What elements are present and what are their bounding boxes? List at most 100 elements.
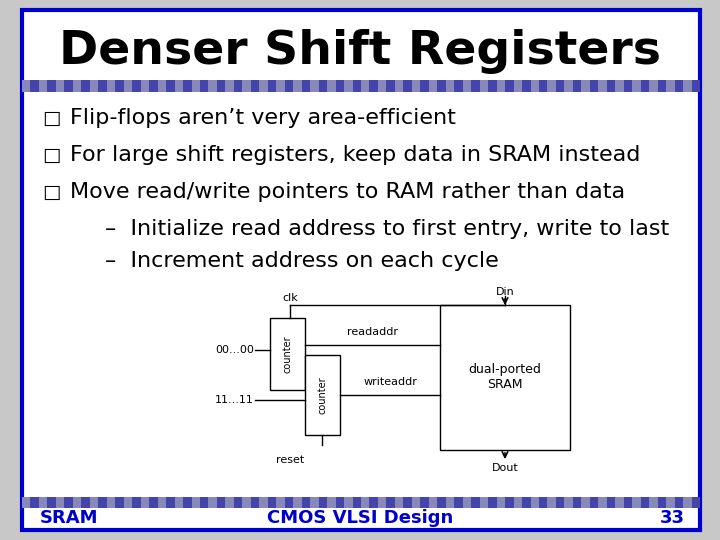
Bar	[590, 497, 598, 508]
Bar	[480, 80, 488, 92]
Bar	[293, 80, 302, 92]
Bar	[675, 497, 683, 508]
Bar	[107, 80, 115, 92]
Bar	[691, 497, 700, 508]
Bar	[268, 80, 276, 92]
Bar	[590, 80, 598, 92]
Bar	[488, 497, 497, 508]
Bar	[657, 497, 666, 508]
Bar	[48, 497, 56, 508]
Bar	[107, 497, 115, 508]
Bar	[437, 497, 446, 508]
Bar	[412, 80, 420, 92]
Bar	[632, 497, 641, 508]
Bar	[336, 497, 344, 508]
Bar	[564, 80, 573, 92]
Bar	[217, 80, 225, 92]
Text: writeaddr: writeaddr	[363, 377, 417, 387]
Text: CMOS VLSI Design: CMOS VLSI Design	[267, 509, 453, 527]
Bar	[641, 80, 649, 92]
Bar	[607, 497, 616, 508]
Bar	[251, 497, 259, 508]
Bar	[649, 497, 657, 508]
Bar	[158, 497, 166, 508]
Bar	[319, 497, 327, 508]
Bar	[48, 80, 56, 92]
Bar	[132, 80, 140, 92]
Bar	[310, 80, 319, 92]
Bar	[115, 80, 124, 92]
Bar	[192, 80, 200, 92]
Bar	[251, 80, 259, 92]
Bar	[547, 80, 556, 92]
Bar	[284, 497, 293, 508]
Bar	[513, 80, 522, 92]
Bar	[183, 497, 192, 508]
Bar	[149, 80, 158, 92]
Bar	[268, 497, 276, 508]
Text: □: □	[42, 145, 60, 165]
Bar	[649, 80, 657, 92]
Bar	[140, 80, 149, 92]
Bar	[81, 497, 90, 508]
Bar	[429, 80, 437, 92]
Bar	[683, 80, 691, 92]
Bar	[573, 80, 581, 92]
Bar	[124, 80, 132, 92]
Text: counter: counter	[282, 335, 292, 373]
Bar	[369, 80, 378, 92]
Bar	[632, 80, 641, 92]
Bar	[513, 497, 522, 508]
Text: For large shift registers, keep data in SRAM instead: For large shift registers, keep data in …	[70, 145, 640, 165]
Text: readaddr: readaddr	[347, 327, 398, 337]
Text: □: □	[42, 109, 60, 127]
Bar	[64, 497, 73, 508]
Bar	[158, 80, 166, 92]
Bar	[310, 497, 319, 508]
Text: dual-ported
SRAM: dual-ported SRAM	[469, 363, 541, 392]
Bar	[361, 80, 369, 92]
Bar	[115, 497, 124, 508]
Bar	[336, 80, 344, 92]
Bar	[624, 80, 632, 92]
Text: SRAM: SRAM	[40, 509, 99, 527]
Bar	[691, 80, 700, 92]
Bar	[446, 80, 454, 92]
Bar	[437, 80, 446, 92]
Bar	[234, 80, 243, 92]
Bar	[192, 497, 200, 508]
Bar	[573, 497, 581, 508]
Bar	[98, 80, 107, 92]
Text: –  Initialize read address to first entry, write to last: – Initialize read address to first entry…	[105, 219, 670, 239]
Bar	[539, 80, 547, 92]
Bar	[471, 80, 480, 92]
Bar	[675, 80, 683, 92]
Bar	[463, 80, 471, 92]
Bar	[270, 318, 305, 390]
Bar	[480, 497, 488, 508]
Bar	[471, 497, 480, 508]
Bar	[293, 497, 302, 508]
Bar	[440, 305, 570, 450]
Bar	[598, 80, 607, 92]
Text: 11...11: 11...11	[215, 395, 254, 405]
Bar	[243, 497, 251, 508]
Bar	[302, 497, 310, 508]
Bar	[183, 80, 192, 92]
Bar	[531, 497, 539, 508]
Bar	[140, 497, 149, 508]
Bar	[666, 497, 675, 508]
Text: Move read/write pointers to RAM rather than data: Move read/write pointers to RAM rather t…	[70, 182, 625, 202]
Bar	[598, 497, 607, 508]
Bar	[395, 80, 403, 92]
Bar	[403, 80, 412, 92]
Bar	[56, 497, 64, 508]
Text: clk: clk	[282, 293, 298, 303]
Bar	[454, 497, 463, 508]
Bar	[225, 80, 234, 92]
Bar	[497, 497, 505, 508]
Bar	[234, 497, 243, 508]
Bar	[454, 80, 463, 92]
Bar	[30, 497, 39, 508]
Bar	[81, 80, 90, 92]
